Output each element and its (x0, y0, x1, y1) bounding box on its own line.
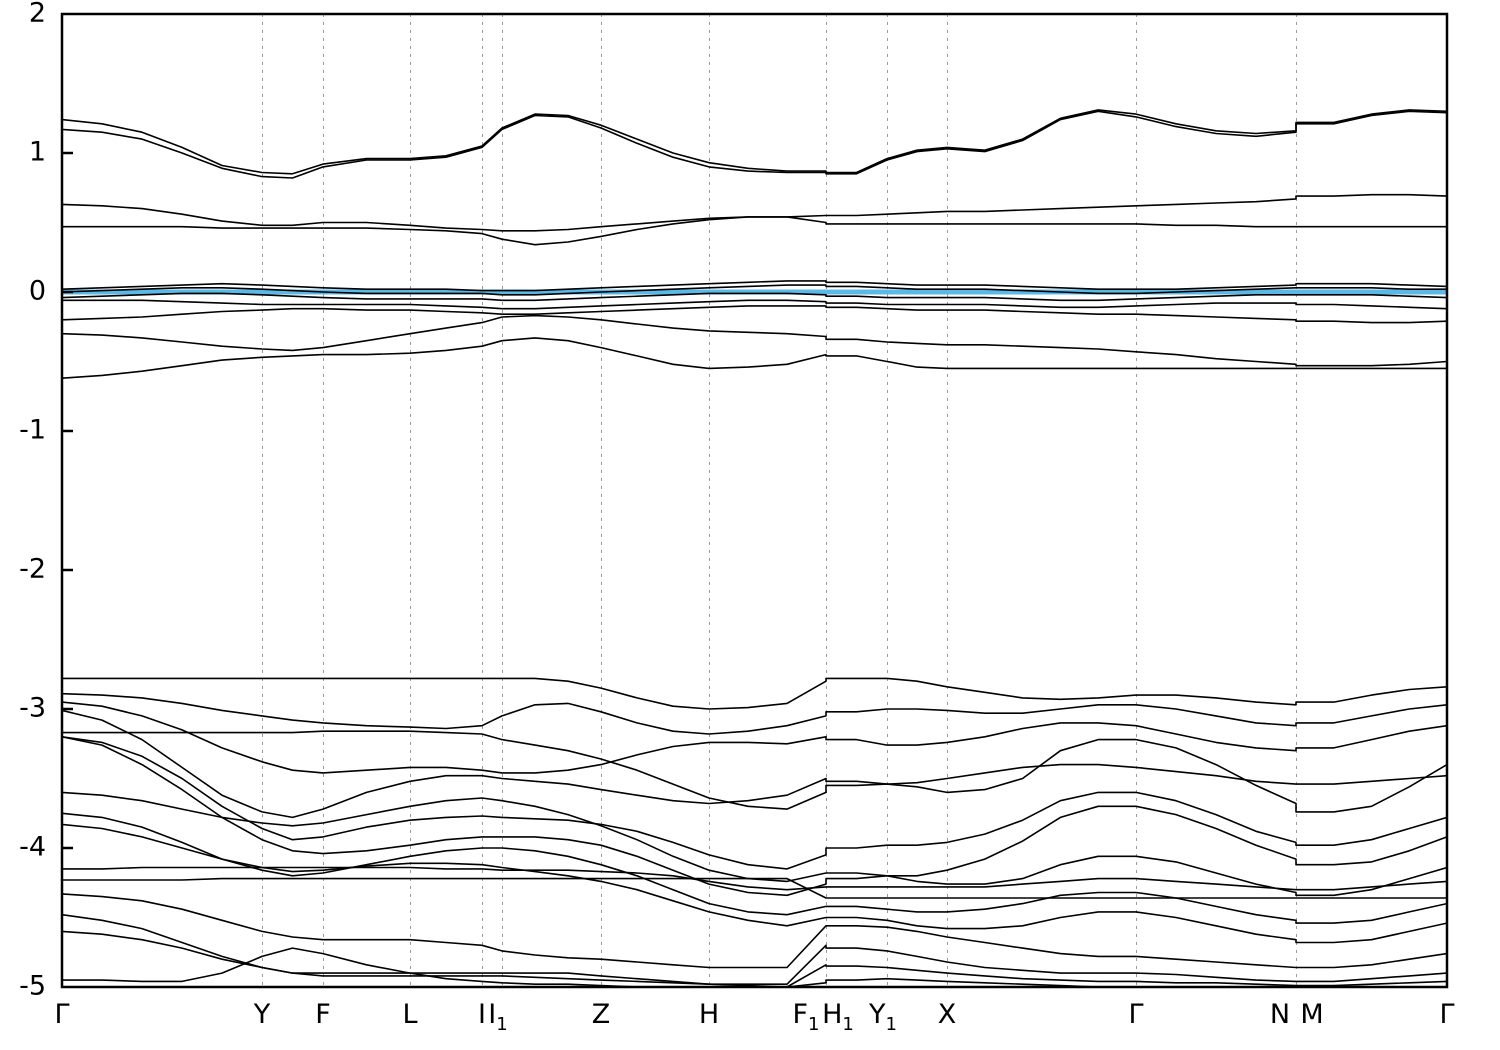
band-curve (62, 677, 1447, 710)
k-point-label: I (478, 999, 486, 1030)
y-tick-label: -4 (19, 832, 46, 863)
band-curve (62, 337, 1447, 379)
band-curve (62, 947, 1447, 987)
grid-lines (262, 14, 1297, 987)
k-point-label: Γ (54, 999, 69, 1030)
k-point-label: Y (253, 999, 271, 1030)
band-curve (62, 292, 1447, 302)
k-point-label: I1 (488, 999, 507, 1035)
band-curve (62, 812, 1447, 924)
band-curve (62, 692, 1447, 735)
band-curve (62, 110, 1447, 179)
band-curve (62, 314, 1447, 367)
k-point-label: H1 (822, 999, 854, 1035)
k-point-label: F (315, 999, 331, 1030)
band-curve (62, 701, 1447, 774)
band-curve (62, 736, 1447, 870)
y-tick-label: 2 (29, 0, 46, 29)
band-curve (62, 299, 1447, 310)
k-point-label: Z (592, 999, 611, 1030)
k-point-label: L (402, 999, 417, 1030)
y-tick-label: 1 (29, 137, 46, 168)
band-curve (62, 866, 1447, 891)
y-tick-label: -3 (19, 693, 46, 724)
k-point-label: Γ (1439, 999, 1454, 1030)
band-curve (62, 280, 1447, 292)
y-tick-label: -5 (19, 971, 46, 1002)
band-curve (62, 877, 1447, 899)
k-point-label: Y1 (868, 999, 897, 1035)
y-axis: 2 1 0 -1 -2 -3 -4 -5 (19, 0, 73, 1002)
band-curve (62, 730, 1447, 813)
k-point-label: Γ (1128, 999, 1143, 1030)
k-point-label: M (1300, 999, 1323, 1030)
band-curve (62, 893, 1447, 969)
k-point-label: N (1270, 999, 1290, 1030)
axis-frame (60, 12, 1449, 989)
band-curve (62, 284, 1447, 296)
y-tick-label: -2 (19, 554, 46, 585)
x-axis: Γ Y F L I I1 Z H F1 H1 Y1 X Γ N M Γ (54, 999, 1454, 1035)
k-point-label: H (699, 999, 719, 1030)
band-curve (62, 709, 1447, 819)
band-curve (62, 791, 1447, 897)
y-tick-label: 0 (29, 276, 46, 307)
band-curve (62, 823, 1447, 944)
band-curve (62, 736, 1447, 897)
y-tick-label: -1 (19, 415, 46, 446)
band-curves (62, 109, 1447, 987)
k-point-label: X (938, 999, 957, 1030)
band-curve (62, 913, 1447, 985)
k-point-label: F1 (793, 999, 820, 1035)
band-curve (62, 305, 1447, 324)
band-curve (62, 216, 1447, 246)
band-curve (62, 109, 1447, 175)
